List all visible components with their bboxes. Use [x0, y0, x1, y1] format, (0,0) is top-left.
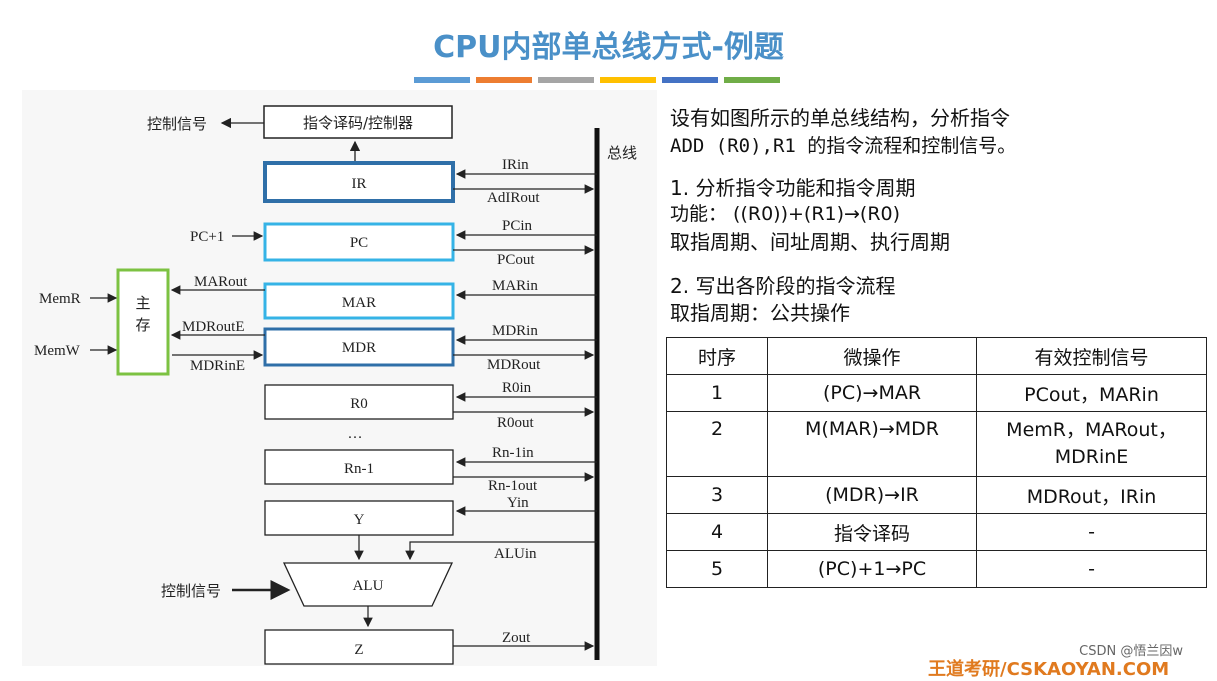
rn1-label: Rn-1 [344, 461, 374, 477]
color-bar-2 [476, 77, 532, 83]
micro-op-table: 时序 微操作 有效控制信号 1 (PC)→MAR PCout，MARin 2 M… [666, 337, 1207, 588]
mdr-label: MDR [342, 340, 376, 356]
step1-cycles: 取指周期、间址周期、执行周期 [670, 230, 950, 254]
cell-micro-op: M(MAR)→MDR [767, 411, 977, 477]
cell-micro-op: (MDR)→IR [767, 476, 977, 514]
rn1-register [264, 449, 454, 485]
step1-heading: 1. 分析指令功能和指令周期 [670, 176, 916, 200]
brand-footer: 王道考研/CSKAOYAN.COM [928, 659, 1170, 680]
bus-label: 总线 [607, 144, 637, 162]
cell-timing: 4 [666, 513, 768, 551]
mem-r-label: MemR [39, 291, 81, 307]
pc-out-label: PCout [497, 252, 535, 268]
table-row: 4 指令译码 - [666, 513, 1207, 551]
memory-label-2: 存 [135, 316, 150, 334]
mar-in-label: MARin [492, 278, 538, 294]
cell-timing: 1 [666, 374, 768, 412]
table-header-row: 时序 微操作 有效控制信号 [666, 337, 1207, 375]
question-line-1: 设有如图所示的单总线结构，分析指令 [670, 106, 1010, 130]
memory-label-1: 主 [135, 294, 150, 312]
pc-label: PC [350, 235, 368, 251]
header-control-signals: 有效控制信号 [976, 337, 1207, 375]
header-micro-op: 微操作 [767, 337, 977, 375]
cell-signals: - [976, 513, 1207, 551]
cell-signals: PCout，MARin [976, 374, 1207, 412]
header-timing: 时序 [666, 337, 768, 375]
alu-unit [282, 562, 454, 607]
r0-register [264, 384, 454, 420]
rn1-in-label: Rn-1in [492, 445, 534, 461]
mdr-out-e-label: MDRoutE [182, 319, 245, 335]
y-register [264, 500, 454, 536]
color-bar-6 [724, 77, 780, 83]
pc-in-label: PCin [502, 218, 533, 234]
z-label: Z [354, 642, 363, 658]
table-row: 1 (PC)→MAR PCout，MARin [666, 374, 1207, 412]
ir-register [263, 161, 455, 203]
main-memory-box [116, 268, 170, 376]
table-row: 5 (PC)+1→PC - [666, 550, 1207, 588]
z-register [264, 629, 454, 665]
page-title: CPU内部单总线方式-例题 [433, 30, 784, 65]
mdr-in-e-label: MDRinE [190, 358, 245, 374]
pc-plus-label: PC+1 [190, 229, 224, 245]
r0-in-label: R0in [502, 380, 532, 396]
cell-signals: - [976, 550, 1207, 588]
decoder-label: 指令译码/控制器 [303, 114, 413, 132]
pc-register [263, 222, 455, 262]
ir-in-label: IRin [502, 157, 529, 173]
cell-micro-op: 指令译码 [767, 513, 977, 551]
mem-w-label: MemW [34, 343, 81, 359]
watermark-footer: CSDN @悟兰因w [1079, 644, 1183, 659]
color-bar-1 [414, 77, 470, 83]
cell-micro-op: (PC)+1→PC [767, 550, 977, 588]
mdr-in-label: MDRin [492, 323, 538, 339]
step2-heading: 2. 写出各阶段的指令流程 [670, 274, 896, 298]
ir-out-label: AdIRout [487, 190, 540, 206]
cell-timing: 5 [666, 550, 768, 588]
question-line-2: ADD (R0),R1 的指令流程和控制信号。 [670, 135, 1017, 157]
cell-micro-op: (PC)→MAR [767, 374, 977, 412]
z-out-label: Zout [502, 630, 531, 646]
cell-signals: MDRout，IRin [976, 476, 1207, 514]
register-ellipsis: … [348, 426, 363, 442]
cell-timing: 2 [666, 411, 768, 477]
r0-out-label: R0out [497, 415, 535, 431]
step2-fetch: 取指周期：公共操作 [670, 301, 850, 325]
control-signal-top: 控制信号 [147, 115, 207, 133]
color-bar-4 [600, 77, 656, 83]
table-row: 2 M(MAR)→MDR MemR，MARout， MDRinE [666, 411, 1207, 477]
mar-label: MAR [342, 295, 376, 311]
cell-timing: 3 [666, 476, 768, 514]
rn1-out-label: Rn-1out [488, 478, 538, 494]
decoder-box [263, 105, 453, 139]
cpu-bus-diagram: 总线 指令译码/控制器 控制信号 IR IRin AdIRout PC PC+1… [22, 90, 657, 666]
step1-function: 功能： ((R0))+(R1)→(R0) [670, 203, 901, 225]
r0-label: R0 [350, 396, 368, 412]
mar-out-label: MARout [194, 274, 248, 290]
mar-register [263, 282, 455, 320]
y-label: Y [354, 512, 365, 528]
mdr-register [263, 327, 455, 367]
cell-signals: MemR，MARout， MDRinE [976, 411, 1207, 477]
color-bar-3 [538, 77, 594, 83]
y-in-label: Yin [507, 495, 529, 511]
table-row: 3 (MDR)→IR MDRout，IRin [666, 476, 1207, 514]
control-signal-alu: 控制信号 [161, 582, 221, 600]
color-bar-5 [662, 77, 718, 83]
mdr-out-label: MDRout [487, 357, 541, 373]
alu-label: ALU [353, 578, 384, 594]
ir-label: IR [352, 176, 367, 192]
alu-in-label: ALUin [494, 546, 537, 562]
